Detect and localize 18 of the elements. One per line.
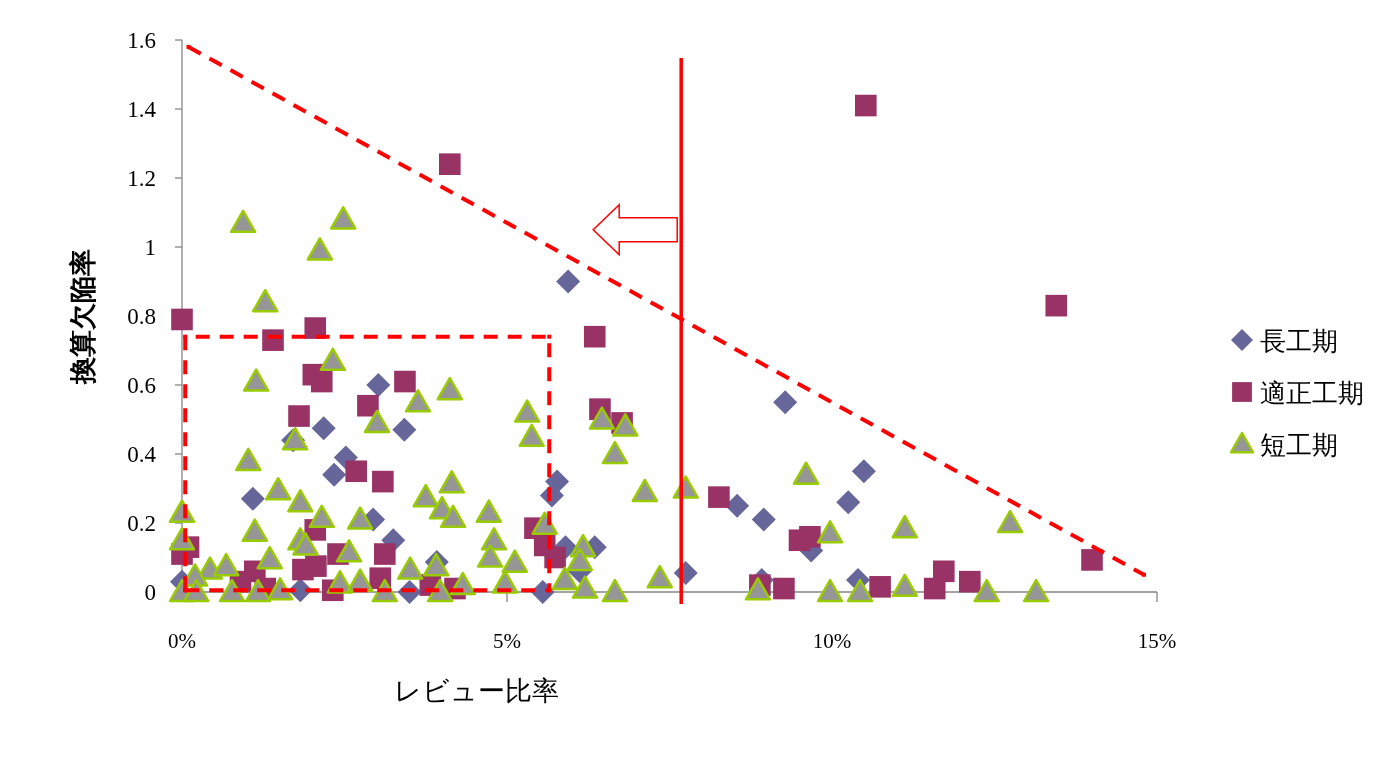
y-tick-label: 1.6 <box>127 28 156 53</box>
x-tick-label: 5% <box>493 629 521 653</box>
legend-label: 短工期 <box>1260 430 1338 460</box>
legend-label: 長工期 <box>1260 326 1338 356</box>
x-tick-label: 10% <box>812 629 852 653</box>
x-tick-label: 15% <box>1137 629 1177 653</box>
x-tick-label: 0% <box>168 629 196 653</box>
y-tick-label: 1.2 <box>127 166 156 191</box>
y-axis-title: 換算欠陥率 <box>67 248 98 385</box>
y-tick-label: 0 <box>144 580 156 605</box>
legend-label: 適正工期 <box>1260 378 1364 408</box>
y-tick-label: 0.4 <box>127 442 157 467</box>
y-tick-label: 0.6 <box>127 373 156 398</box>
x-axis-title: レビュー比率 <box>393 675 559 706</box>
y-tick-label: 0.8 <box>127 304 156 329</box>
y-tick-label: 1 <box>144 235 156 260</box>
y-tick-label: 0.2 <box>127 511 156 536</box>
y-tick-label: 1.4 <box>127 97 157 122</box>
